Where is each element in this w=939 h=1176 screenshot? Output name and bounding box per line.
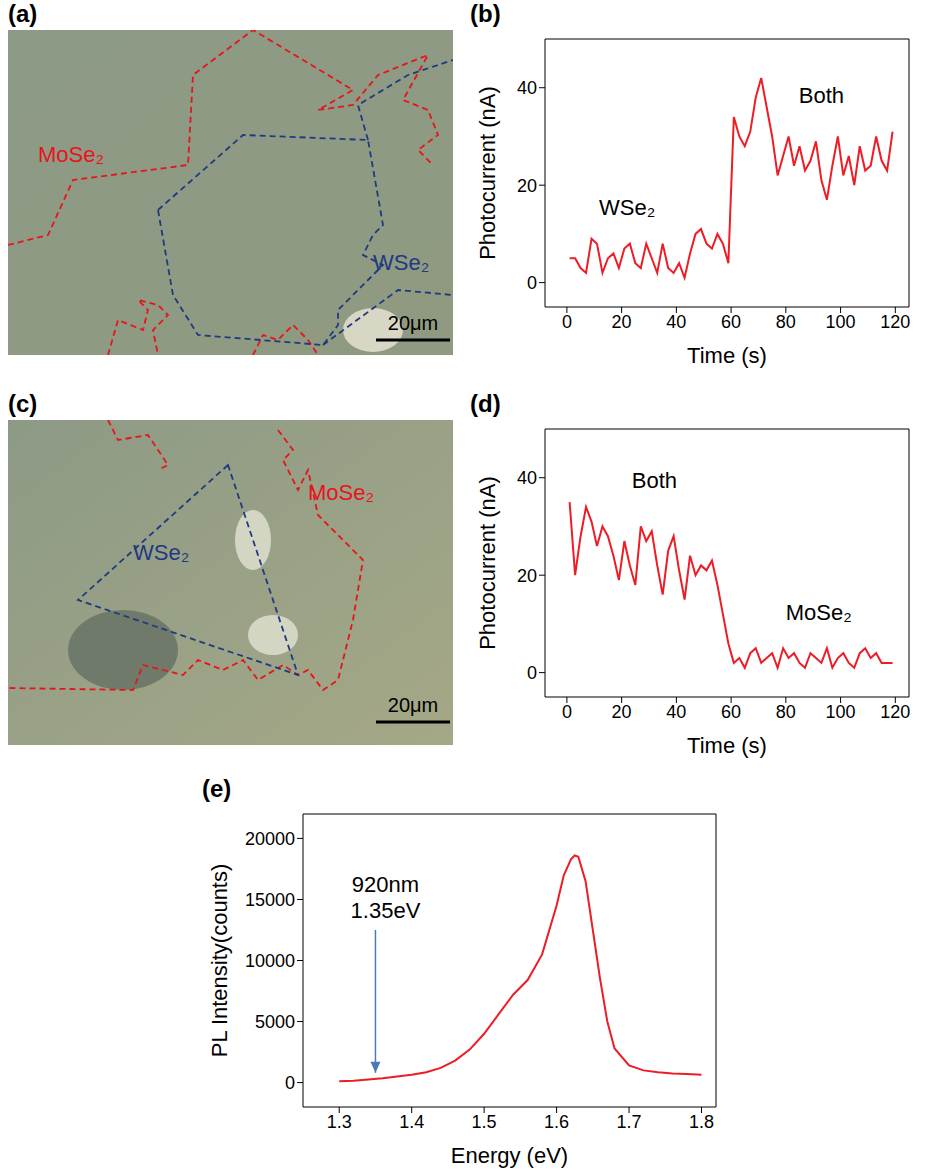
svg-text:20μm: 20μm <box>388 694 438 716</box>
svg-text:80: 80 <box>776 702 796 722</box>
svg-text:0: 0 <box>527 663 537 683</box>
svg-text:40: 40 <box>666 702 686 722</box>
svg-text:100: 100 <box>826 702 856 722</box>
html-text:(b): (b) <box>470 0 501 27</box>
svg-text:PL Intensity(counts): PL Intensity(counts) <box>207 864 232 1058</box>
svg-text:40: 40 <box>517 468 537 488</box>
html-text:(c): (c) <box>8 390 38 417</box>
html-text:(e): (e) <box>202 775 232 802</box>
svg-text:Both: Both <box>799 83 844 108</box>
svg-text:20000: 20000 <box>245 829 295 849</box>
svg-text:60: 60 <box>721 702 741 722</box>
svg-text:20: 20 <box>612 702 632 722</box>
svg-text:Time (s): Time (s) <box>687 343 767 368</box>
svg-text:1.7: 1.7 <box>617 1112 642 1132</box>
svg-text:20: 20 <box>517 176 537 196</box>
svg-text:WSe₂: WSe₂ <box>133 540 189 565</box>
svg-text:120: 120 <box>880 702 910 722</box>
svg-text:Both: Both <box>632 468 677 493</box>
svg-text:0: 0 <box>562 312 572 332</box>
svg-text:1.8: 1.8 <box>689 1112 714 1132</box>
svg-text:Photocurrent (nA): Photocurrent (nA) <box>475 476 500 650</box>
html-text:(a): (a) <box>8 0 38 27</box>
svg-text:WSe₂: WSe₂ <box>373 250 429 275</box>
svg-text:20: 20 <box>612 312 632 332</box>
svg-text:1.3: 1.3 <box>327 1112 352 1132</box>
svg-text:1.35eV: 1.35eV <box>351 898 421 923</box>
svg-text:920nm: 920nm <box>352 872 419 897</box>
svg-text:0: 0 <box>562 702 572 722</box>
svg-text:0: 0 <box>527 273 537 293</box>
svg-text:MoSe₂: MoSe₂ <box>786 600 852 625</box>
svg-text:20μm: 20μm <box>388 312 438 334</box>
svg-text:100: 100 <box>826 312 856 332</box>
svg-text:MoSe₂: MoSe₂ <box>308 480 374 505</box>
svg-text:MoSe₂: MoSe₂ <box>38 142 104 167</box>
html-text:(d): (d) <box>470 390 501 417</box>
svg-text:60: 60 <box>721 312 741 332</box>
svg-text:40: 40 <box>666 312 686 332</box>
svg-text:WSe₂: WSe₂ <box>599 195 655 220</box>
svg-text:80: 80 <box>776 312 796 332</box>
svg-text:Photocurrent (nA): Photocurrent (nA) <box>475 86 500 260</box>
svg-text:1.4: 1.4 <box>399 1112 424 1132</box>
svg-text:5000: 5000 <box>255 1012 295 1032</box>
svg-text:120: 120 <box>880 312 910 332</box>
svg-text:Time (s): Time (s) <box>687 733 767 758</box>
svg-text:20: 20 <box>517 566 537 586</box>
svg-text:15000: 15000 <box>245 890 295 910</box>
svg-text:Energy (eV): Energy (eV) <box>451 1143 568 1168</box>
svg-text:0: 0 <box>285 1073 295 1093</box>
svg-text:1.6: 1.6 <box>544 1112 569 1132</box>
svg-text:10000: 10000 <box>245 951 295 971</box>
svg-text:1.5: 1.5 <box>472 1112 497 1132</box>
svg-text:40: 40 <box>517 78 537 98</box>
